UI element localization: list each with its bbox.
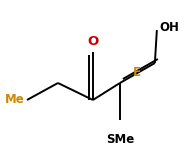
Text: O: O <box>87 35 99 48</box>
Text: OH: OH <box>160 21 180 34</box>
Text: Me: Me <box>5 93 25 106</box>
Text: E: E <box>133 66 141 79</box>
Text: SMe: SMe <box>106 133 134 146</box>
